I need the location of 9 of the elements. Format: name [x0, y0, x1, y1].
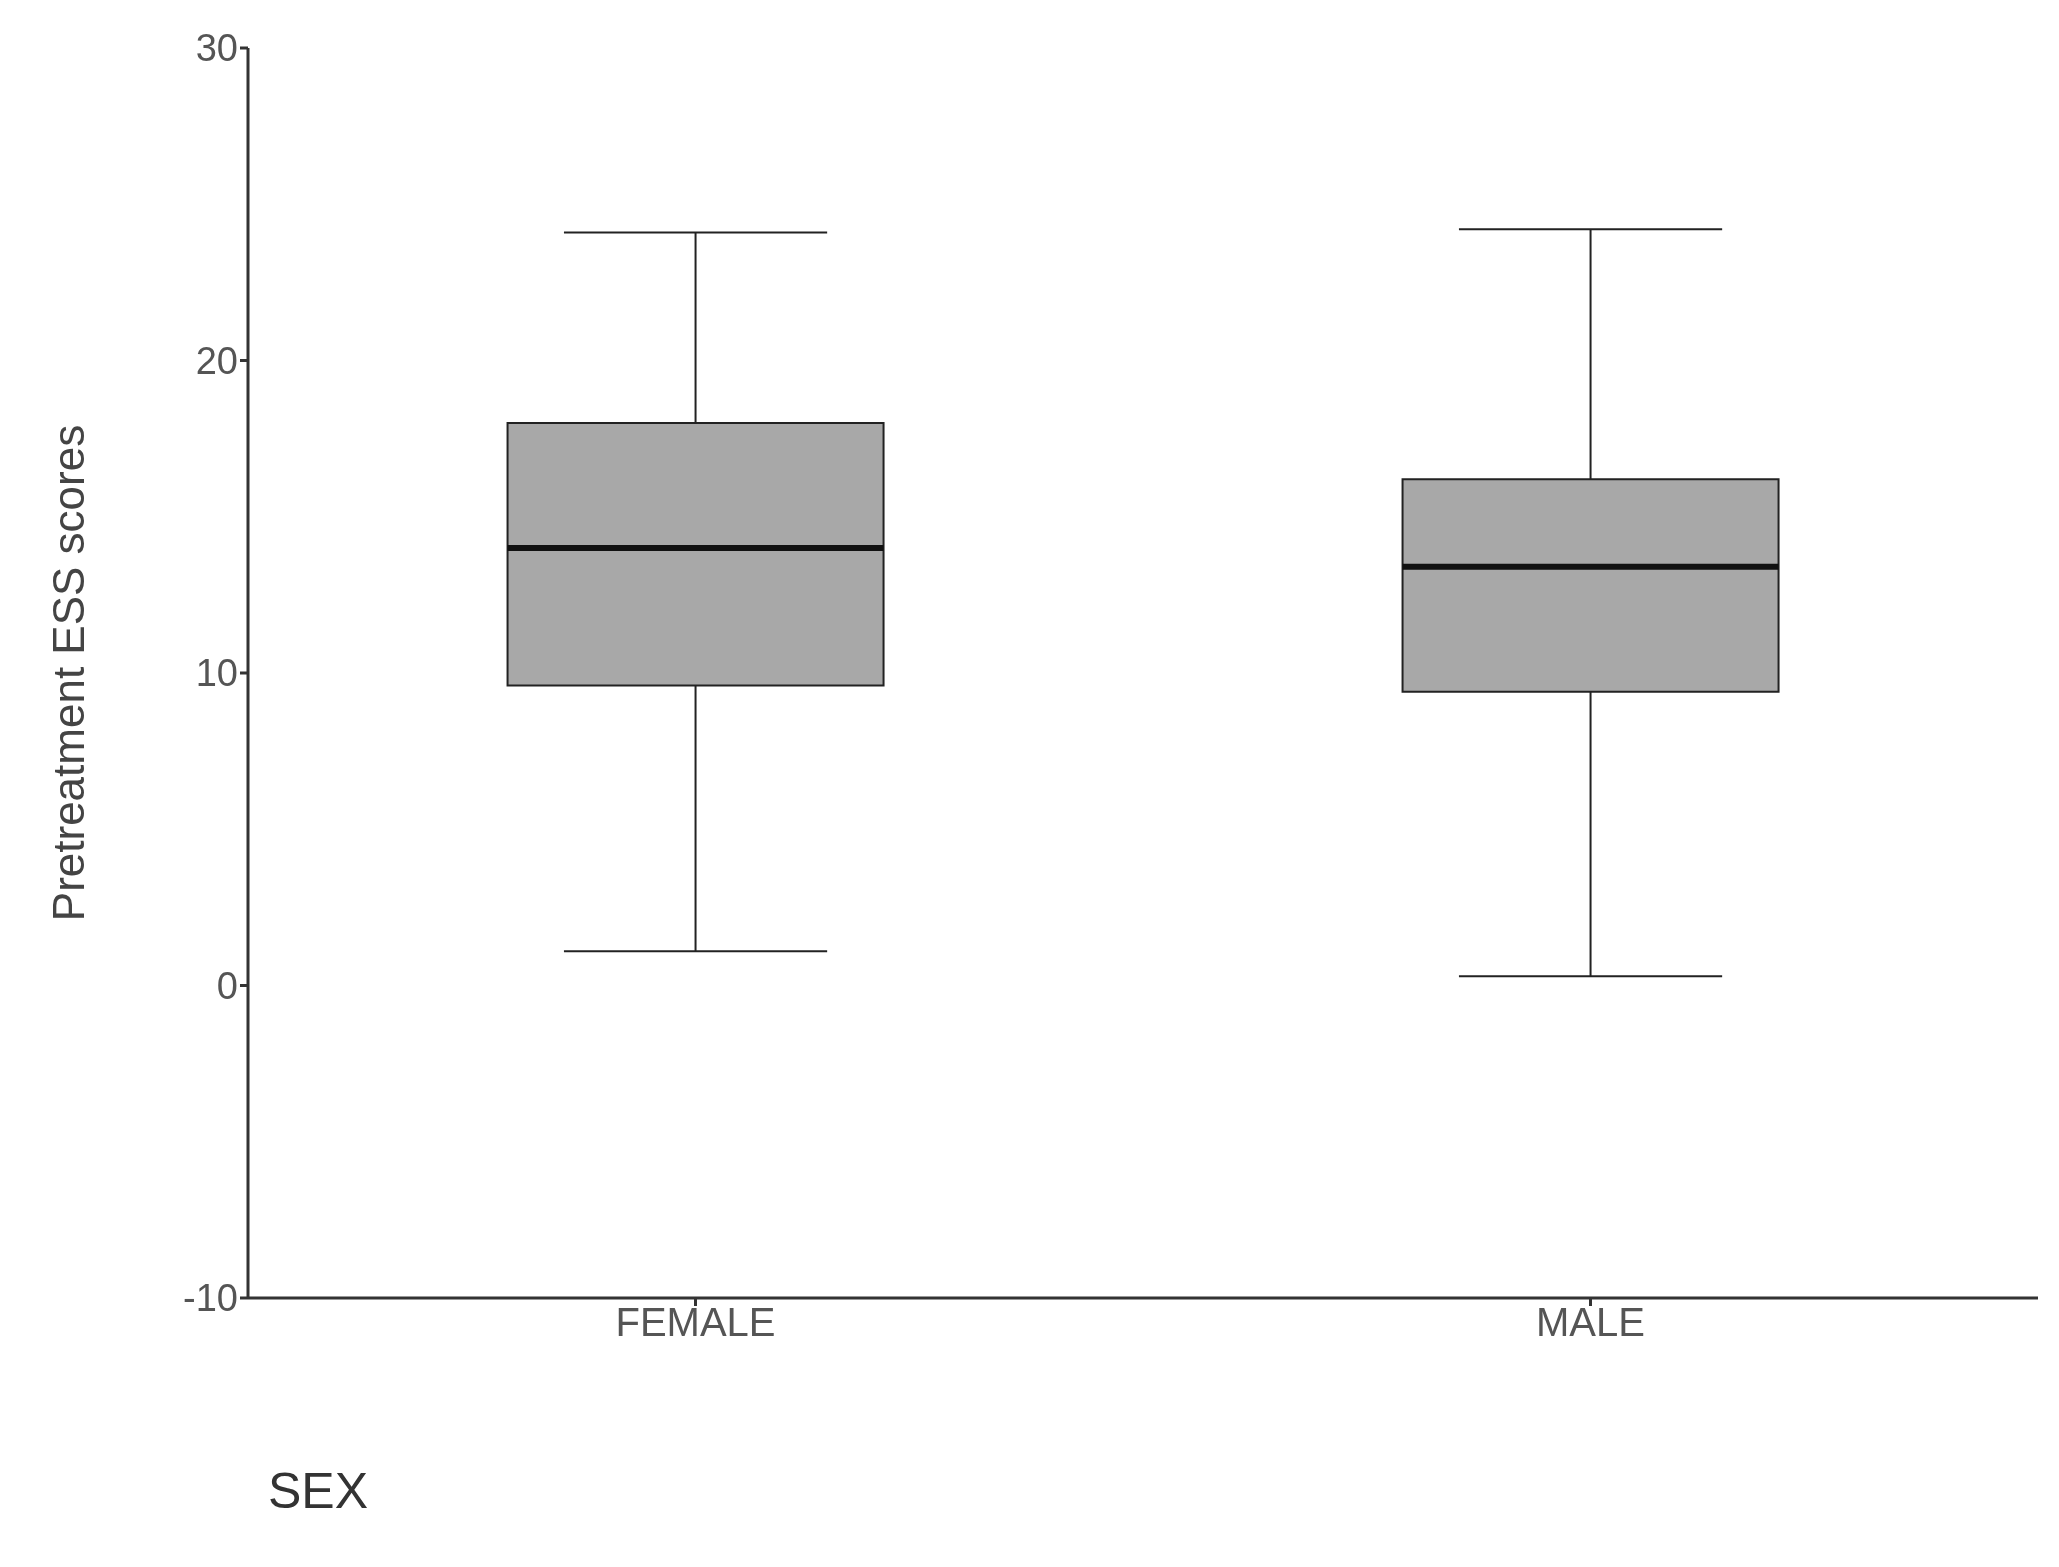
y-tick-label: 0 — [216, 964, 238, 1007]
x-tick-label: MALE — [1536, 1300, 1645, 1345]
y-axis-title: Pretreatment ESS scores — [43, 424, 93, 922]
y-tick-label: -10 — [183, 1277, 238, 1320]
y-tick-label: 10 — [195, 652, 238, 695]
x-tick-label: FEMALE — [615, 1300, 776, 1345]
x-axis-title: SEX — [268, 1463, 369, 1519]
y-tick-label: 20 — [195, 339, 238, 382]
y-tick-label: 30 — [195, 27, 238, 70]
